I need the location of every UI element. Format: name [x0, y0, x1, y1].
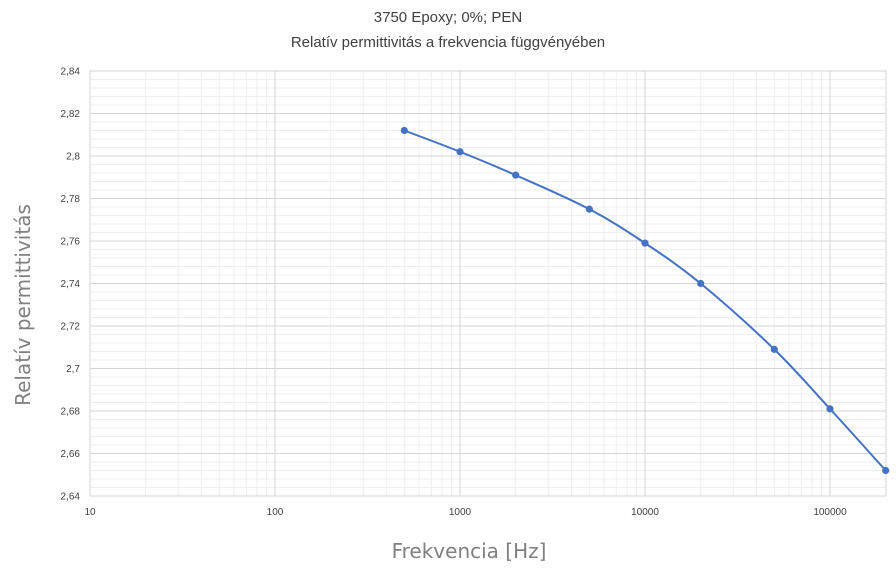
data-point	[770, 345, 778, 353]
plot-border	[89, 70, 887, 497]
data-point	[400, 126, 408, 135]
y-tick-label: 2,84	[61, 67, 81, 78]
data-point	[697, 279, 705, 288]
chart-title: 3750 Epoxy; 0%; PEN	[374, 9, 522, 26]
y-tick-label: 2,82	[61, 109, 81, 120]
y-tick-label: 2,72	[61, 322, 81, 333]
major-grid	[89, 70, 886, 497]
minor-grid	[90, 71, 886, 496]
y-tick-label: 2,8	[66, 152, 80, 163]
x-axis-title: Frekvencia [Hz]	[392, 539, 547, 563]
data-point	[456, 148, 464, 156]
x-tick-label: 10000	[631, 507, 659, 518]
x-axis-ticks: 10 100 1000 10000 100000	[84, 507, 847, 518]
data-point	[512, 171, 520, 179]
y-tick-label: 2,68	[61, 407, 81, 418]
x-tick-label: 100000	[813, 507, 847, 518]
plot-area	[89, 70, 887, 497]
x-tick-label: 1000	[449, 507, 472, 518]
y-axis-title: Relatív permittivitás	[11, 204, 35, 406]
data-point	[641, 239, 649, 247]
y-tick-label: 2,64	[61, 492, 81, 503]
series-layer	[400, 126, 890, 475]
y-tick-label: 2,66	[61, 449, 81, 460]
data-point	[882, 466, 890, 475]
y-tick-label: 2,76	[61, 237, 81, 248]
series-line	[403, 129, 887, 472]
y-tick-label: 2,78	[61, 194, 81, 205]
y-tick-label: 2,7	[66, 364, 80, 375]
x-tick-label: 10	[84, 507, 96, 518]
chart-subtitle: Relatív permittivitás a frekvencia függv…	[291, 34, 605, 51]
data-point	[585, 205, 593, 213]
y-axis-ticks: 2,64 2,66 2,68 2,7 2,72 2,74 2,76 2,78 2,8 2,82 2,…	[61, 67, 81, 503]
y-tick-label: 2,74	[61, 279, 81, 290]
x-tick-label: 100	[267, 507, 284, 518]
data-point	[826, 405, 834, 413]
